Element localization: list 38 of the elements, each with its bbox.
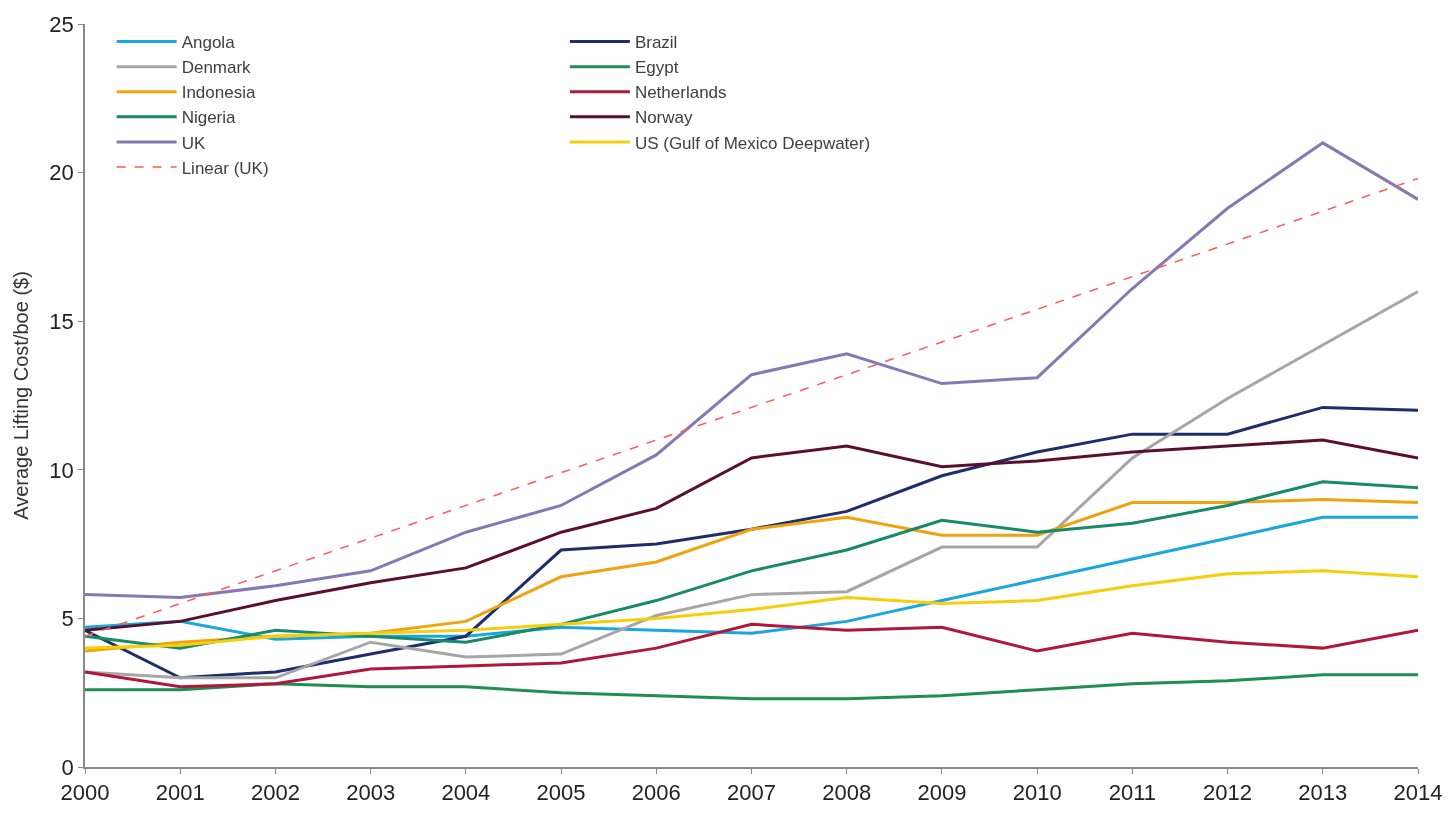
- y-tick-label: 5: [61, 606, 74, 632]
- line-series: [85, 622, 1418, 689]
- y-tick-label: 15: [49, 308, 74, 334]
- legend-label: Egypt: [634, 58, 679, 78]
- x-tick-label: 2001: [155, 780, 205, 806]
- x-tick-label: 2009: [917, 780, 967, 806]
- x-tick-label: 2000: [60, 780, 110, 806]
- y-tick-label: 25: [49, 11, 74, 37]
- line-series: [85, 289, 1418, 680]
- y-tick-label: 0: [61, 754, 74, 780]
- y-axis-title: Average Lifting Cost/boe ($): [10, 271, 33, 520]
- y-tick-label: 10: [49, 457, 74, 483]
- x-tick-label: 2007: [727, 780, 776, 806]
- legend-label: Norway: [634, 108, 693, 128]
- x-tick-label: 2008: [822, 780, 872, 806]
- legend-label: Angola: [181, 33, 236, 53]
- legend-label: Brazil: [634, 33, 678, 53]
- x-tick-label: 2006: [631, 780, 681, 806]
- legend-label: Netherlands: [634, 83, 727, 103]
- legend-label: Nigeria: [181, 108, 237, 128]
- x-tick-label: 2003: [346, 780, 396, 806]
- x-tick-label: 2002: [250, 780, 300, 806]
- x-tick-label: 2011: [1108, 780, 1157, 806]
- x-tick-label: 2005: [536, 780, 586, 806]
- legend-label: US (Gulf of Mexico Deepwater): [634, 133, 871, 153]
- x-tick-label: 2014: [1393, 780, 1443, 806]
- legend-label: Linear (UK): [181, 158, 269, 178]
- y-tick-label: 20: [49, 160, 74, 186]
- line-series: [85, 438, 1418, 632]
- line-series: [85, 569, 1418, 650]
- x-tick-label: 2013: [1298, 780, 1348, 806]
- x-tick-label: 2012: [1203, 780, 1253, 806]
- x-tick-label: 2010: [1012, 780, 1062, 806]
- legend-label: Denmark: [181, 58, 252, 78]
- legend-label: UK: [181, 133, 206, 153]
- x-tick-label: 2004: [441, 780, 491, 806]
- line-series: [85, 673, 1418, 701]
- legend-label: Indonesia: [181, 83, 256, 103]
